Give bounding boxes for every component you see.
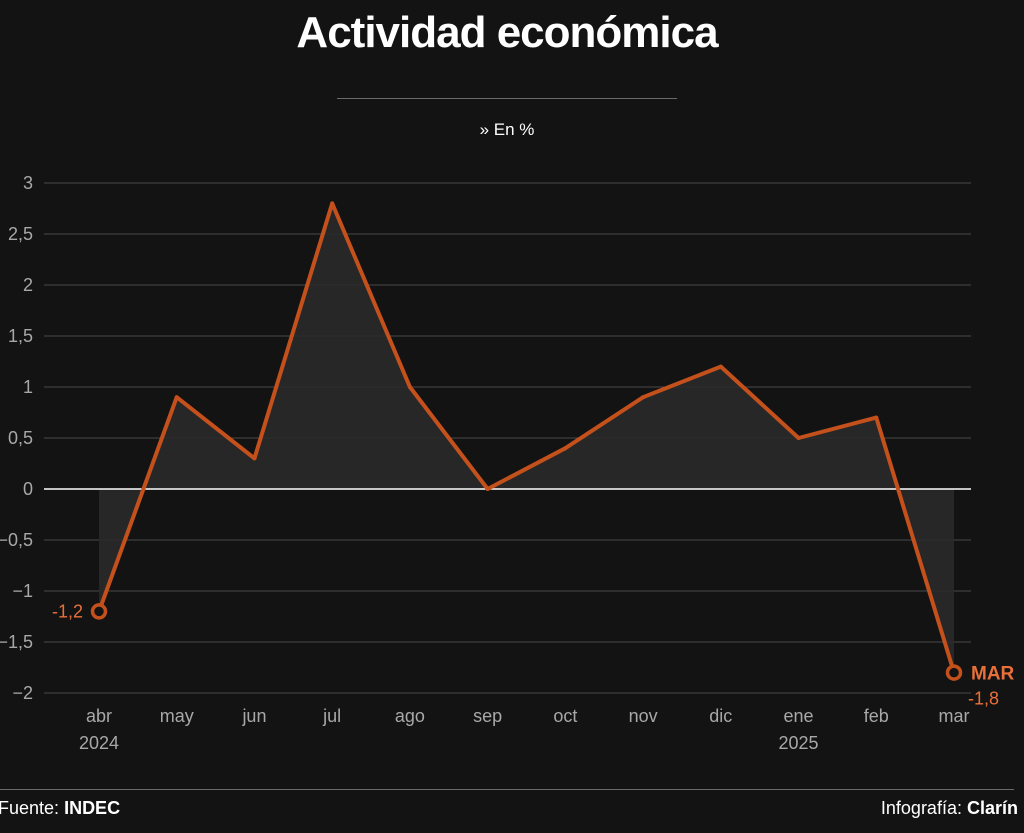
y-tick-label: 0 <box>23 479 33 499</box>
data-point <box>874 415 879 420</box>
y-axis-ticks: 3 2,5 2 1,5 1 0,5 0 −0,5 −1 −1,5 −2 <box>0 173 33 703</box>
data-point <box>563 446 568 451</box>
y-tick-label: 1,5 <box>8 326 33 346</box>
data-point <box>796 436 801 440</box>
x-tick-label: ene <box>784 706 814 726</box>
y-tick-label: −0,5 <box>0 530 33 550</box>
x-year-label: 2025 <box>779 733 819 753</box>
data-labels: -1,2 MAR -1,8 <box>52 601 1014 708</box>
endpoint-marker <box>945 664 963 681</box>
source-label: Fuente: <box>0 798 60 818</box>
x-tick-label: jun <box>241 706 266 726</box>
data-points <box>90 201 963 681</box>
y-tick-label: 0,5 <box>8 428 33 448</box>
data-point <box>174 395 179 400</box>
credit-label: Infografía: <box>880 798 962 818</box>
x-year-label: 2024 <box>79 733 119 753</box>
data-label: -1,2 <box>52 601 83 621</box>
y-tick-label: −1,5 <box>0 632 33 652</box>
endpoint-tag: MAR <box>971 664 1014 685</box>
x-tick-label: nov <box>629 706 658 726</box>
y-tick-label: 3 <box>23 173 33 193</box>
y-tick-label: 2,5 <box>8 224 33 244</box>
data-point <box>485 487 490 491</box>
data-label: -1,8 <box>968 689 999 709</box>
endpoint-marker <box>90 603 108 620</box>
x-tick-label: jul <box>322 706 341 726</box>
source-value: INDEC <box>64 798 121 818</box>
y-tick-label: 1 <box>23 377 33 397</box>
series-line <box>97 201 956 675</box>
x-tick-label: mar <box>939 706 970 726</box>
data-point <box>252 456 257 461</box>
data-point <box>718 364 723 369</box>
data-point <box>641 395 646 400</box>
data-point <box>407 385 412 389</box>
x-tick-label: abr <box>86 706 112 726</box>
footer-divider <box>0 789 1014 790</box>
x-tick-label: dic <box>709 706 732 726</box>
data-point <box>330 201 335 206</box>
x-tick-label: ago <box>395 706 425 726</box>
x-tick-label: feb <box>864 706 889 726</box>
line-chart: 3 2,5 2 1,5 1 0,5 0 −0,5 −1 −1,5 −2 abr 2024 may jun j… <box>0 173 1014 753</box>
area-fill <box>99 203 954 673</box>
chart-subtitle: » En % <box>479 120 535 139</box>
x-tick-label: oct <box>553 706 577 726</box>
chart-title: Actividad económica <box>296 8 718 57</box>
x-tick-label: may <box>160 706 194 726</box>
y-tick-label: −1 <box>12 581 33 601</box>
x-axis-ticks: abr 2024 may jun jul ago sep oct nov dic ene 2025 fe… <box>79 706 970 753</box>
x-tick-label: sep <box>473 706 502 726</box>
credit-value: Clarín <box>966 798 1018 818</box>
source-credit: Fuente: INDEC <box>0 798 120 819</box>
y-tick-label: 2 <box>23 275 33 295</box>
y-tick-label: −2 <box>12 683 33 703</box>
title-divider <box>337 98 677 99</box>
author-credit: Infografía: Clarín <box>881 798 1018 819</box>
